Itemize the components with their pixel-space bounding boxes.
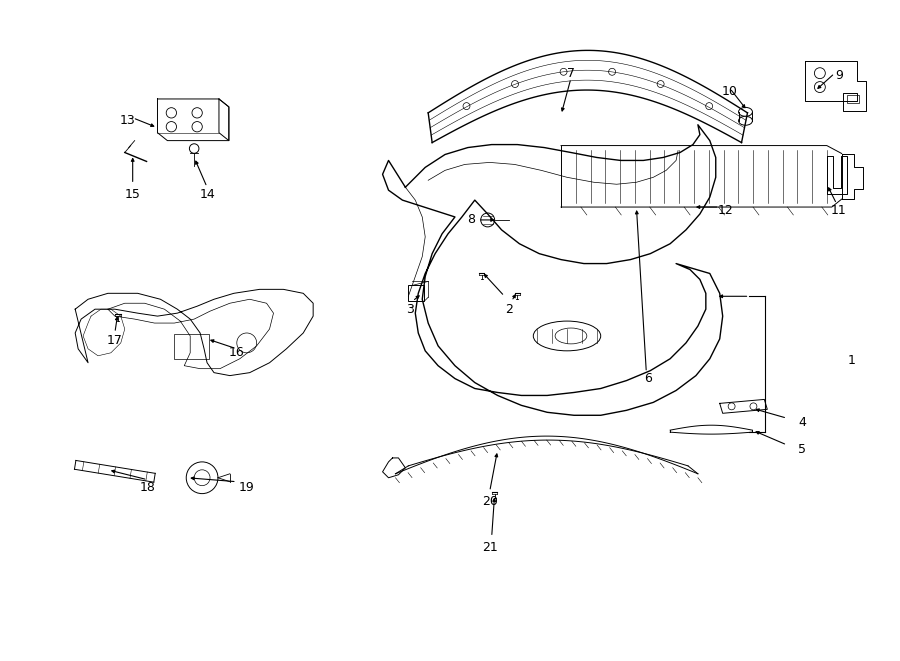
Bar: [175, 334, 209, 359]
Text: 7: 7: [567, 67, 575, 80]
Text: 5: 5: [798, 444, 806, 457]
Text: 6: 6: [644, 372, 652, 385]
Text: 18: 18: [140, 481, 156, 494]
Text: 9: 9: [835, 69, 842, 82]
Text: 21: 21: [482, 541, 498, 554]
Text: 14: 14: [199, 188, 215, 201]
Text: 8: 8: [467, 214, 475, 227]
Ellipse shape: [739, 107, 752, 116]
Text: 13: 13: [120, 114, 136, 128]
Text: 16: 16: [229, 346, 245, 360]
Ellipse shape: [555, 328, 587, 344]
Text: 20: 20: [482, 495, 498, 508]
Text: 12: 12: [718, 204, 734, 217]
Bar: [409, 286, 424, 301]
Ellipse shape: [534, 321, 600, 351]
Text: 1: 1: [848, 354, 856, 368]
Ellipse shape: [739, 116, 752, 125]
Text: 3: 3: [407, 303, 414, 316]
Text: 4: 4: [798, 416, 806, 429]
Text: 19: 19: [238, 481, 255, 494]
Bar: [847, 95, 859, 103]
Text: 17: 17: [107, 334, 122, 348]
Text: 10: 10: [722, 85, 738, 98]
Text: 11: 11: [831, 204, 847, 217]
Text: 2: 2: [506, 303, 513, 316]
Text: 15: 15: [125, 188, 140, 201]
